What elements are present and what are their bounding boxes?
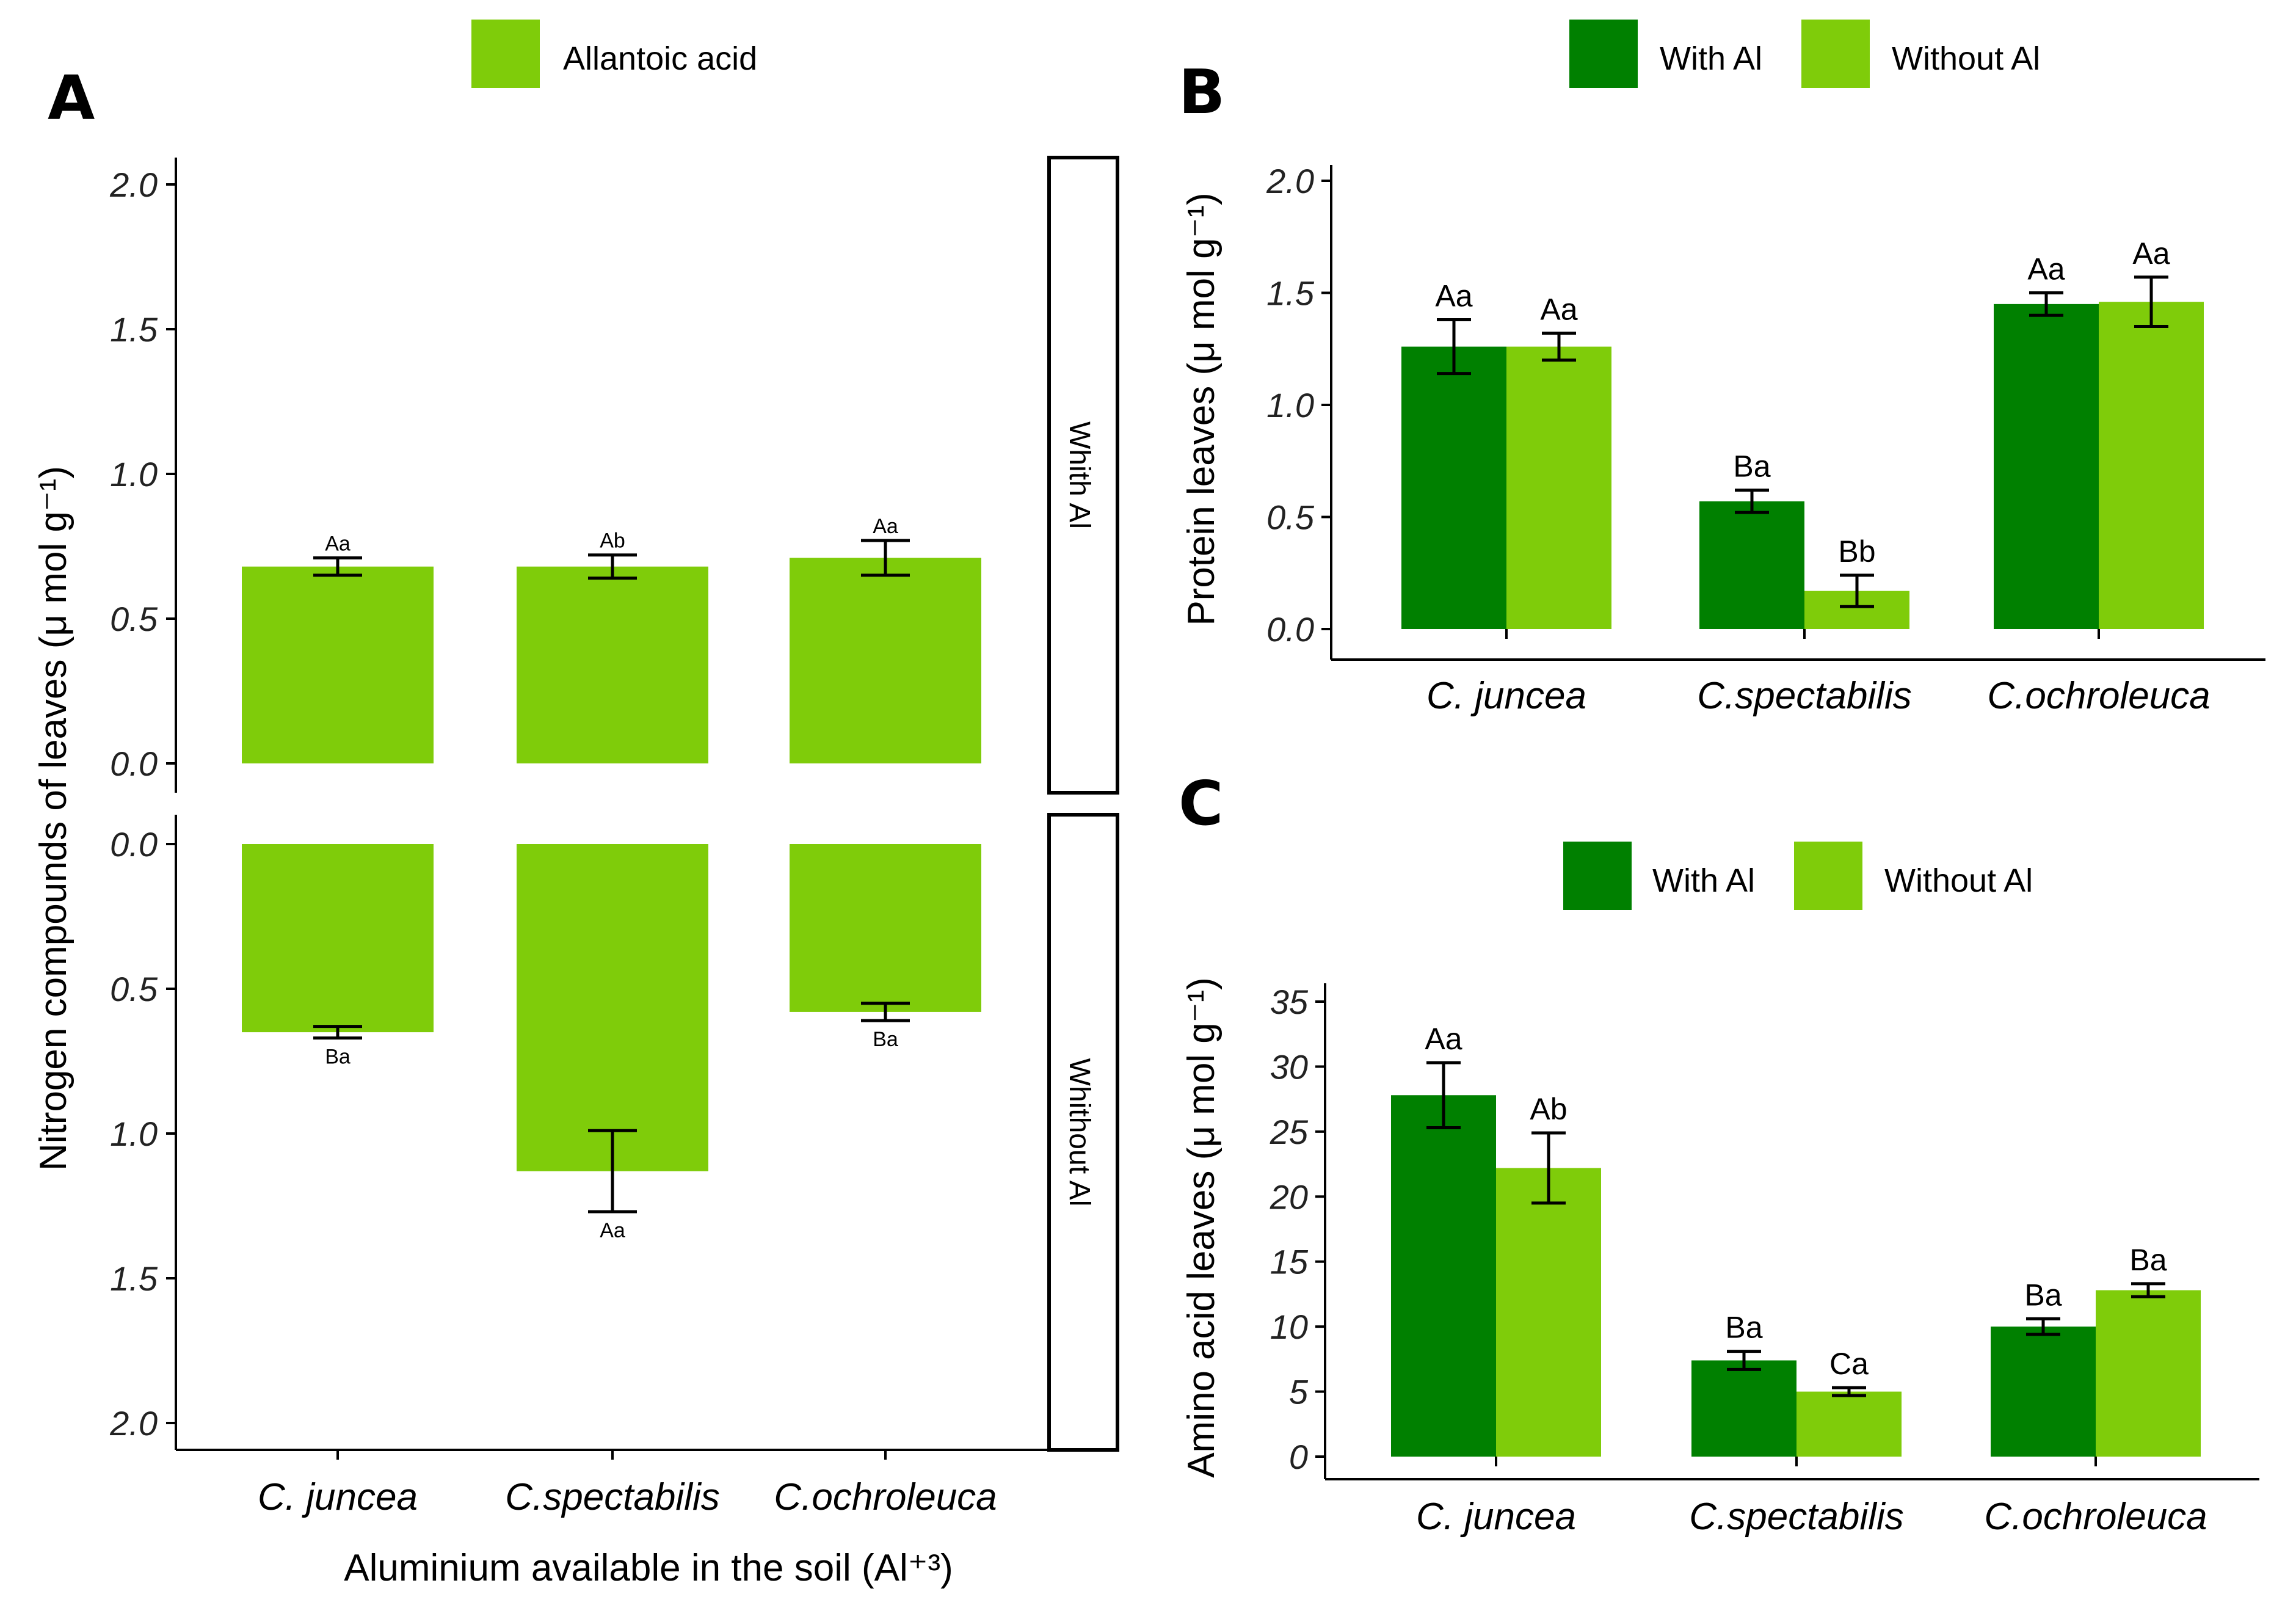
panel-b-ylabel: Protein leaves (μ mol g⁻¹): [1180, 192, 1222, 625]
x-category-label: C.spectabilis: [505, 1476, 719, 1518]
legend-b-with-swatch: [1569, 20, 1638, 88]
panel-a-bottom-ticks: 0.0 0.5 1.0 1.5 2.0: [109, 825, 176, 1443]
y-tick-label: 1.0: [1266, 386, 1314, 424]
strip-with-al-label: Whith Al: [1063, 421, 1095, 529]
panel-a: A Allantoic acid Nitrogen compounds of l…: [32, 20, 1119, 1589]
strip-with-al: [1047, 156, 1119, 795]
legend-b-with-label: With Al: [1660, 40, 1762, 77]
strip-without-al-label: Whithout Al: [1063, 1058, 1095, 1207]
panel-c-ylabel: Amino acid leaves (μ mol g⁻¹): [1180, 977, 1222, 1478]
sig-label: Ba: [1733, 449, 1770, 483]
sig-label: Aa: [1435, 279, 1472, 313]
panel-b-marks: Aa Ba Aa Aa Bb Aa C. juncea C.spectabilis C.ochr…: [1401, 236, 2211, 717]
x-category-label: C.ochroleuca: [774, 1476, 997, 1518]
bar-without-al: [1506, 346, 1611, 629]
panel-a-xlabel: Aluminium available in the soil (Al⁺³): [344, 1547, 953, 1589]
legend-c-with-swatch: [1563, 842, 1632, 910]
bar-without-al: [1796, 1391, 1902, 1457]
bar-without-al: [2096, 1290, 2201, 1457]
y-tick-label: 35: [1270, 983, 1309, 1021]
strip-without-al: [1047, 813, 1119, 1452]
x-category-label: C. juncea: [1416, 1496, 1576, 1538]
sig-label: Aa: [1540, 293, 1577, 327]
bar-with-al: [517, 566, 708, 763]
y-tick-label: 15: [1270, 1243, 1309, 1281]
panel-a-top-ticks: 0.0 0.5 1.0 1.5 2.0: [109, 166, 176, 783]
bar-with-al: [1391, 1095, 1496, 1457]
bar-with-al: [1699, 501, 1804, 629]
tick-label: 0.0: [110, 744, 158, 783]
y-tick-label: 0.5: [1266, 498, 1315, 537]
x-category-label: C. juncea: [258, 1476, 418, 1518]
legend-c-with-label: With Al: [1652, 862, 1755, 899]
x-category-label: C.spectabilis: [1689, 1496, 1903, 1538]
tick-label: 1.5: [110, 1259, 158, 1298]
y-tick-label: 1.5: [1266, 274, 1315, 313]
panel-c-marks: Aa Ba Ba Ab Ca Ba C. juncea C.spectabilis C.ochr…: [1391, 1022, 2207, 1538]
panel-a-ylabel: Nitrogen compounds of leaves (μ mol g⁻¹): [32, 466, 74, 1171]
sig-label: Aa: [600, 1219, 625, 1242]
sig-label: Aa: [325, 532, 351, 555]
tick-label: 0.0: [110, 825, 158, 864]
sig-label: Ba: [2024, 1278, 2062, 1312]
sig-label: Ca: [1829, 1347, 1869, 1381]
x-category-label: C.spectabilis: [1697, 675, 1911, 717]
panel-b-ticks: 0.0 0.5 1.0 1.5 2.0: [1266, 162, 1331, 649]
sig-label: Bb: [1838, 534, 1875, 569]
legend-b-without-swatch: [1801, 20, 1870, 88]
bar-with-al: [1401, 346, 1506, 629]
legend-c-without-swatch: [1794, 842, 1862, 910]
y-tick-label: 25: [1270, 1113, 1309, 1151]
bar-with-al: [1691, 1360, 1796, 1457]
x-category-label: C. juncea: [1426, 675, 1586, 717]
y-tick-label: 5: [1289, 1373, 1309, 1411]
x-category-label: C.ochroleuca: [1984, 1496, 2207, 1538]
bar-without-al: [242, 844, 434, 1033]
sig-label: Ab: [600, 530, 625, 553]
bar-with-al: [242, 566, 434, 763]
y-tick-label: 30: [1270, 1047, 1308, 1086]
bar-without-al: [517, 844, 708, 1171]
sig-label: Aa: [2132, 236, 2170, 271]
tick-label: 1.0: [110, 1115, 158, 1153]
tick-label: 1.5: [110, 310, 158, 349]
bar-without-al: [1496, 1168, 1601, 1457]
legend-a-swatch: [471, 20, 540, 88]
tick-label: 0.5: [110, 970, 158, 1008]
bar-with-al: [1994, 304, 2099, 630]
sig-label: Ab: [1530, 1092, 1567, 1126]
legend-c-without-label: Without Al: [1884, 862, 2033, 899]
y-tick-label: 10: [1270, 1308, 1308, 1346]
panel-a-letter: A: [48, 62, 95, 134]
sig-label: Ba: [873, 1028, 898, 1051]
panel-c: C With Al Without Al Amino acid leaves (…: [1179, 768, 2259, 1538]
bar-without-al: [2099, 302, 2204, 629]
bar-without-al: [790, 844, 981, 1012]
sig-label: Aa: [873, 515, 898, 538]
panel-c-ticks: 0 5 10 15 20 25 30 35: [1270, 983, 1325, 1476]
tick-label: 2.0: [109, 1404, 158, 1443]
bar-with-al: [1991, 1327, 2096, 1457]
y-tick-label: 2.0: [1266, 162, 1314, 200]
panel-b-letter: B: [1179, 56, 1225, 128]
legend-b-without-label: Without Al: [1892, 40, 2040, 77]
tick-label: 2.0: [109, 166, 158, 204]
bar-with-al: [790, 558, 981, 763]
x-category-label: C.ochroleuca: [1987, 675, 2210, 717]
sig-label: Ba: [1725, 1311, 1762, 1345]
sig-label: Aa: [1425, 1022, 1462, 1056]
panel-c-letter: C: [1179, 768, 1223, 839]
sig-label: Ba: [325, 1046, 351, 1069]
legend-a-label: Allantoic acid: [563, 40, 757, 77]
tick-label: 1.0: [110, 455, 158, 493]
panel-a-marks: Aa Ab Aa Ba Aa Ba C. juncea C.spectabilis C.ochr…: [242, 515, 997, 1518]
sig-label: Aa: [2027, 252, 2065, 286]
panel-b: B With Al Without Al Protein leaves (μ m…: [1179, 20, 2265, 717]
tick-label: 0.5: [110, 600, 158, 638]
y-tick-label: 0: [1289, 1438, 1308, 1476]
sig-label: Ba: [2129, 1243, 2167, 1277]
y-tick-label: 0.0: [1266, 610, 1314, 649]
y-tick-label: 20: [1270, 1177, 1308, 1216]
